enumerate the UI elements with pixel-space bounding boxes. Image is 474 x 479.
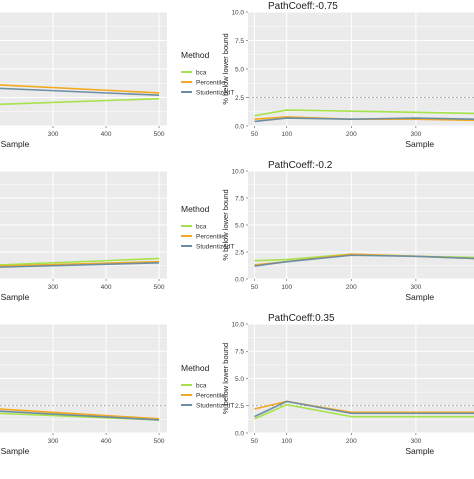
legend-label-percentile: Percentile — [196, 233, 225, 240]
series-line-studentizedt — [0, 262, 160, 268]
series-line-studentizedt — [254, 400, 474, 418]
x-tick-label: 50 — [251, 438, 259, 445]
x-tick-label: 100 — [281, 284, 292, 291]
series-line-studentizedt — [254, 117, 474, 123]
y-tick-label: 0.0 — [235, 430, 244, 437]
series-line-percentile — [0, 408, 160, 420]
panel-3: 300 400 500 Sample — [0, 170, 167, 302]
series-line-studentizedt — [0, 87, 160, 97]
x-tick-label: 300 — [48, 131, 59, 138]
x-tick-label: 300 — [410, 438, 421, 445]
y-tick-label: 7.5 — [235, 195, 244, 202]
legend-label-bca: bca — [196, 223, 207, 230]
y-tick-label: 7.5 — [235, 349, 244, 356]
series-line-percentile — [0, 260, 160, 267]
y-tick-label: 7.5 — [235, 38, 244, 45]
y-tick-label: 5.0 — [235, 222, 244, 229]
series-line-bca — [254, 109, 474, 117]
x-tick-label: 200 — [346, 131, 357, 138]
series-line-bca — [0, 257, 160, 266]
y-axis-label: % below lower bound — [221, 343, 230, 414]
legend-title: Method — [181, 204, 210, 214]
x-tick-label: 500 — [154, 284, 165, 291]
x-tick-label: 200 — [346, 438, 357, 445]
y-axis-label: % below lower bound — [221, 33, 230, 104]
y-tick-label: 10.0 — [231, 168, 244, 175]
legend-title: Method — [181, 50, 210, 60]
panel-title: PathCoeff:-0.75 — [268, 1, 338, 12]
legend-label-bca: bca — [196, 382, 207, 389]
x-axis-label: Sample — [405, 139, 434, 149]
x-tick-label: 100 — [281, 131, 292, 138]
y-tick-label: 2.5 — [235, 249, 244, 256]
y-tick-label: 0.0 — [235, 123, 244, 130]
x-tick-label: 300 — [48, 438, 59, 445]
legend-label-bca: bca — [196, 69, 207, 76]
panel-1: 300 400 500 Sample — [0, 11, 167, 149]
legend-2: Method bca Percentile StudentizedT — [181, 204, 234, 250]
series-line-bca — [254, 403, 474, 420]
y-tick-label: 5.0 — [235, 376, 244, 383]
y-tick-label: 5.0 — [235, 66, 244, 73]
legend-label-studentizedt: StudentizedT — [196, 402, 234, 409]
legend-title: Method — [181, 363, 210, 373]
x-tick-label: 100 — [281, 438, 292, 445]
x-tick-label: 300 — [410, 131, 421, 138]
legend-3: Method bca Percentile StudentizedT — [181, 363, 234, 409]
series-line-studentizedt — [0, 410, 160, 421]
x-tick-label: 300 — [410, 284, 421, 291]
panel-title: PathCoeff:0.35 — [268, 313, 335, 324]
x-tick-label: 200 — [346, 284, 357, 291]
series-line-percentile — [254, 400, 474, 414]
series-line-studentizedt — [254, 254, 474, 267]
x-axis-label: Sample — [405, 292, 434, 302]
panel-title: PathCoeff:-0.2 — [268, 160, 333, 171]
y-tick-label: 10.0 — [231, 321, 244, 328]
y-tick-label: 0.0 — [235, 276, 244, 283]
legend-label-percentile: Percentile — [196, 79, 225, 86]
series-line-percentile — [0, 84, 160, 94]
legend-1: Method bca Percentile StudentizedT — [181, 50, 234, 96]
panel-5: 300 400 500 Sample — [0, 323, 167, 456]
x-tick-label: 300 — [48, 284, 59, 291]
x-tick-label: 500 — [154, 438, 165, 445]
y-axis-label: % below lower bound — [221, 189, 230, 260]
y-tick-label: 2.5 — [235, 95, 244, 102]
x-axis-label: Sample — [1, 446, 30, 456]
x-tick-label: 50 — [251, 284, 259, 291]
x-axis-label: Sample — [1, 292, 30, 302]
x-axis-label: Sample — [405, 446, 434, 456]
x-tick-label: 50 — [251, 131, 259, 138]
legend-label-percentile: Percentile — [196, 392, 225, 399]
legend-label-studentizedt: StudentizedT — [196, 89, 234, 96]
x-tick-label: 400 — [101, 284, 112, 291]
x-axis-label: Sample — [1, 139, 30, 149]
x-tick-label: 500 — [154, 131, 165, 138]
y-tick-label: 10.0 — [231, 9, 244, 16]
legend-label-studentizedt: StudentizedT — [196, 243, 234, 250]
series-line-bca — [0, 97, 160, 106]
x-tick-label: 400 — [101, 438, 112, 445]
y-tick-label: 2.5 — [235, 403, 244, 410]
x-tick-label: 400 — [101, 131, 112, 138]
